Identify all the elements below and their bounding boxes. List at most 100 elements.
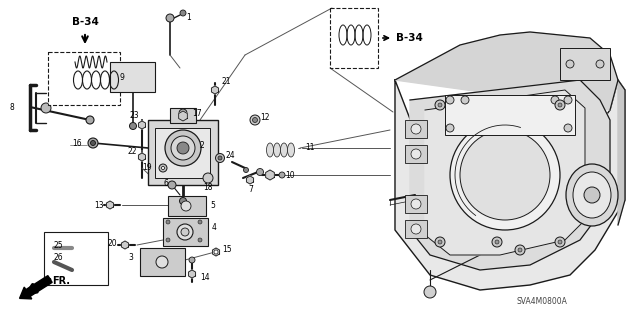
Polygon shape: [618, 80, 625, 225]
Circle shape: [555, 100, 565, 110]
Circle shape: [161, 167, 164, 169]
Text: FR.: FR.: [52, 276, 70, 286]
Bar: [48, 52, 120, 105]
Circle shape: [564, 96, 572, 104]
Circle shape: [279, 172, 285, 178]
Circle shape: [492, 237, 502, 247]
Circle shape: [411, 199, 421, 209]
Circle shape: [216, 153, 225, 162]
Circle shape: [257, 168, 264, 175]
Circle shape: [86, 116, 94, 124]
Polygon shape: [266, 170, 275, 180]
Text: 24: 24: [226, 151, 236, 160]
Circle shape: [166, 238, 170, 242]
Text: 2: 2: [200, 140, 205, 150]
Circle shape: [558, 103, 562, 107]
Circle shape: [90, 140, 95, 145]
Ellipse shape: [450, 120, 560, 230]
Ellipse shape: [280, 143, 287, 157]
Circle shape: [179, 109, 187, 117]
Bar: [163, 218, 208, 246]
Circle shape: [424, 286, 436, 298]
Circle shape: [198, 220, 202, 224]
Circle shape: [165, 130, 201, 166]
Text: B-34: B-34: [396, 33, 423, 43]
Circle shape: [166, 14, 174, 22]
Circle shape: [555, 237, 565, 247]
Text: SVA4M0800A: SVA4M0800A: [516, 296, 568, 306]
Circle shape: [518, 248, 522, 252]
Bar: [110, 62, 155, 92]
Circle shape: [129, 122, 136, 130]
Polygon shape: [138, 153, 145, 161]
FancyArrow shape: [20, 276, 52, 299]
Bar: [560, 48, 610, 80]
Bar: [405, 120, 427, 138]
Text: 9: 9: [119, 73, 124, 83]
Text: 1: 1: [186, 13, 191, 23]
Bar: [405, 195, 427, 213]
Circle shape: [180, 10, 186, 16]
Text: 8: 8: [10, 103, 15, 113]
Circle shape: [564, 124, 572, 132]
Polygon shape: [122, 241, 129, 249]
Circle shape: [446, 96, 454, 104]
Polygon shape: [395, 32, 618, 110]
Text: 7: 7: [248, 186, 253, 195]
Circle shape: [584, 187, 600, 203]
Ellipse shape: [273, 143, 280, 157]
Text: 23: 23: [130, 112, 140, 121]
Bar: [405, 220, 427, 238]
Circle shape: [156, 256, 168, 268]
Circle shape: [218, 156, 222, 160]
Circle shape: [41, 103, 51, 113]
Circle shape: [446, 124, 454, 132]
Text: 15: 15: [222, 246, 232, 255]
Ellipse shape: [573, 172, 611, 218]
Circle shape: [88, 138, 98, 148]
Circle shape: [181, 201, 191, 211]
Text: 3: 3: [128, 254, 133, 263]
Text: 6: 6: [163, 179, 168, 188]
Polygon shape: [106, 201, 113, 209]
Text: 22: 22: [128, 147, 138, 157]
Circle shape: [203, 173, 213, 183]
Circle shape: [168, 181, 176, 189]
Circle shape: [243, 167, 248, 173]
Text: 11: 11: [305, 144, 314, 152]
Bar: [155, 128, 210, 178]
Text: 13: 13: [94, 201, 104, 210]
Text: 12: 12: [260, 113, 269, 122]
Circle shape: [189, 257, 195, 263]
Ellipse shape: [566, 164, 618, 226]
Text: 18: 18: [203, 183, 212, 192]
Bar: [170, 108, 196, 123]
Circle shape: [177, 142, 189, 154]
Ellipse shape: [287, 143, 294, 157]
Bar: [445, 95, 575, 135]
Circle shape: [596, 60, 604, 68]
Bar: [148, 120, 218, 185]
Bar: [330, 8, 378, 68]
Text: 25: 25: [54, 241, 63, 249]
Circle shape: [495, 240, 499, 244]
Circle shape: [558, 240, 562, 244]
Polygon shape: [425, 90, 585, 255]
Bar: [405, 145, 427, 163]
Text: 20: 20: [108, 239, 118, 248]
Circle shape: [214, 250, 218, 254]
Circle shape: [411, 224, 421, 234]
Circle shape: [438, 240, 442, 244]
Text: 19: 19: [142, 164, 152, 173]
Circle shape: [515, 245, 525, 255]
Polygon shape: [410, 80, 610, 270]
Polygon shape: [189, 270, 195, 278]
Text: 26: 26: [54, 254, 63, 263]
Bar: [44, 232, 108, 285]
Circle shape: [253, 117, 257, 122]
Circle shape: [566, 60, 574, 68]
Circle shape: [438, 103, 442, 107]
Polygon shape: [246, 176, 253, 184]
Circle shape: [411, 124, 421, 134]
Ellipse shape: [266, 143, 273, 157]
